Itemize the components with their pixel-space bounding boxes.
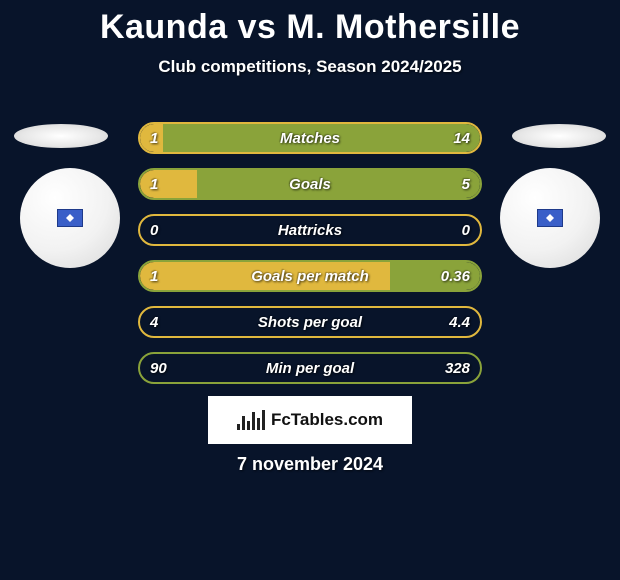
player-badge-right	[500, 168, 600, 268]
flag-icon	[57, 209, 83, 227]
decorative-ellipse-left	[14, 124, 108, 148]
stats-list: 1Matches14 1Goals5 0Hattricks0 1Goals per m…	[138, 122, 482, 398]
stat-value-right: 328	[445, 360, 470, 377]
source-logo: FcTables.com	[208, 396, 412, 444]
player-badge-left	[20, 168, 120, 268]
date-label: 7 november 2024	[0, 454, 620, 475]
stat-row: 90Min per goal328	[138, 352, 482, 384]
stat-value-right: 0	[462, 222, 470, 239]
stat-row: 1Goals5	[138, 168, 482, 200]
stat-label: Hattricks	[140, 222, 480, 239]
logo-text: FcTables.com	[271, 410, 383, 430]
stat-row: 0Hattricks0	[138, 214, 482, 246]
logo-bars-icon	[237, 410, 265, 430]
subtitle: Club competitions, Season 2024/2025	[0, 57, 620, 77]
stat-label: Min per goal	[140, 360, 480, 377]
stat-value-right: 14	[453, 130, 470, 147]
flag-icon	[537, 209, 563, 227]
stat-label: Shots per goal	[140, 314, 480, 331]
stat-label: Goals	[140, 176, 480, 193]
page-title: Kaunda vs M. Mothersille	[0, 0, 620, 47]
stat-value-right: 4.4	[449, 314, 470, 331]
stat-row: 4Shots per goal4.4	[138, 306, 482, 338]
stat-row: 1Goals per match0.36	[138, 260, 482, 292]
decorative-ellipse-right	[512, 124, 606, 148]
stat-label: Matches	[140, 130, 480, 147]
stat-row: 1Matches14	[138, 122, 482, 154]
stat-label: Goals per match	[140, 268, 480, 285]
stat-value-right: 0.36	[441, 268, 470, 285]
comparison-infographic: Kaunda vs M. Mothersille Club competitio…	[0, 0, 620, 580]
stat-value-right: 5	[462, 176, 470, 193]
